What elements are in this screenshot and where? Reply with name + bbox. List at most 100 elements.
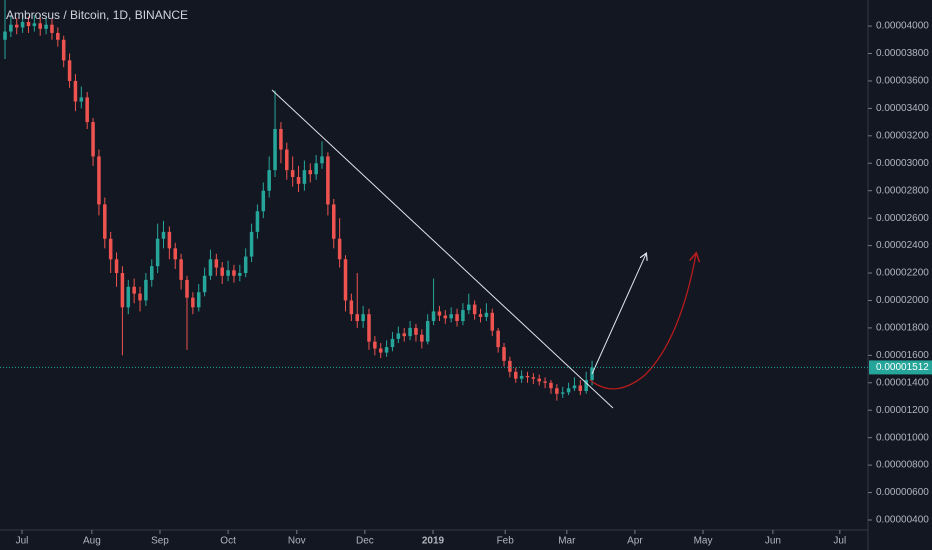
y-tick-label: 0.00001600 bbox=[876, 350, 929, 361]
candle-body bbox=[173, 248, 178, 260]
x-tick-label: Sep bbox=[151, 536, 169, 547]
x-tick-label: Dec bbox=[356, 536, 374, 547]
candle-body bbox=[285, 149, 289, 171]
x-tick-label: 2019 bbox=[422, 536, 445, 547]
candle-body bbox=[26, 21, 31, 27]
candle-body bbox=[390, 338, 395, 348]
candle-body bbox=[543, 381, 547, 383]
candle-body bbox=[261, 190, 266, 212]
candle-body bbox=[449, 314, 453, 319]
candle-body bbox=[414, 327, 418, 335]
candle-body bbox=[478, 314, 483, 317]
candle-body bbox=[185, 279, 189, 298]
y-tick-label: 0.00001800 bbox=[876, 323, 929, 334]
candle-body bbox=[302, 170, 307, 184]
candle-body bbox=[531, 377, 536, 379]
y-tick-label: 0.00000800 bbox=[876, 460, 929, 471]
candle-body bbox=[343, 259, 348, 301]
candle-body bbox=[149, 266, 154, 280]
candle-body bbox=[461, 310, 465, 322]
candle-body bbox=[279, 128, 283, 150]
candle-body bbox=[578, 385, 583, 392]
candle-body bbox=[232, 270, 236, 276]
x-tick-label: Jul bbox=[16, 536, 29, 547]
last-price-label: 0.00001512 bbox=[876, 362, 929, 373]
candle-body bbox=[32, 23, 37, 27]
candle-body bbox=[549, 382, 553, 389]
candle-body bbox=[337, 238, 342, 260]
candle-body bbox=[97, 156, 101, 205]
x-tick-label: Oct bbox=[220, 536, 236, 547]
y-tick-label: 0.00003600 bbox=[876, 76, 929, 87]
y-tick-label: 0.00003800 bbox=[876, 48, 929, 59]
candle-body bbox=[431, 311, 436, 322]
candle-body bbox=[502, 347, 506, 361]
candle-body bbox=[467, 304, 471, 311]
candle-body bbox=[243, 256, 248, 274]
candle-body bbox=[138, 293, 142, 301]
candle-body bbox=[44, 24, 48, 29]
x-tick-label: May bbox=[694, 536, 713, 547]
y-tick-label: 0.00003000 bbox=[876, 158, 929, 169]
candle-body bbox=[420, 334, 424, 342]
projection-arrow bbox=[591, 254, 646, 375]
candle-body bbox=[331, 204, 336, 239]
candle-body bbox=[20, 21, 25, 28]
chart-title: Ambrosus / Bitcoin, 1D, BINANCE bbox=[6, 8, 188, 22]
candle-body bbox=[50, 24, 54, 33]
candle-body bbox=[537, 378, 541, 382]
candle-body bbox=[584, 380, 588, 392]
candle-body bbox=[61, 39, 66, 61]
candle-body bbox=[103, 204, 107, 239]
y-tick-label: 0.00001400 bbox=[876, 377, 929, 388]
y-tick-label: 0.00003200 bbox=[876, 130, 929, 141]
candle-body bbox=[226, 270, 230, 276]
y-tick-label: 0.00000400 bbox=[876, 515, 929, 526]
y-tick-label: 0.00002800 bbox=[876, 185, 929, 196]
candle-body bbox=[144, 279, 148, 301]
y-tick-label: 0.00002600 bbox=[876, 213, 929, 224]
candle-body bbox=[108, 238, 113, 260]
candle-body bbox=[437, 311, 442, 316]
candle-body bbox=[85, 97, 89, 123]
candle-body bbox=[79, 97, 84, 102]
candle-body bbox=[191, 297, 195, 308]
plot-area bbox=[3, 0, 594, 401]
candle-body bbox=[132, 286, 136, 294]
y-tick-label: 0.00002400 bbox=[876, 240, 929, 251]
candle-body bbox=[220, 267, 224, 276]
y-tick-label: 0.00001000 bbox=[876, 432, 929, 443]
candle-body bbox=[455, 314, 459, 322]
x-tick-label: Apr bbox=[627, 536, 643, 547]
candle-body bbox=[396, 333, 401, 339]
projection-curve bbox=[589, 254, 696, 390]
candle-body bbox=[314, 163, 318, 175]
candle-body bbox=[120, 273, 125, 308]
candle-body bbox=[320, 156, 324, 164]
candle-body bbox=[355, 314, 360, 322]
candle-body bbox=[566, 388, 571, 393]
x-tick-label: Feb bbox=[497, 536, 515, 547]
candle-body bbox=[490, 312, 495, 331]
candle-body bbox=[91, 122, 95, 157]
candle-body bbox=[167, 231, 172, 249]
candle-body bbox=[155, 238, 160, 267]
x-tick-label: Nov bbox=[288, 536, 306, 547]
candle-body bbox=[14, 24, 19, 28]
candle-body bbox=[308, 170, 313, 175]
candle-body bbox=[408, 327, 412, 337]
candle-body bbox=[443, 315, 448, 319]
candle-body bbox=[67, 60, 72, 81]
candle-body bbox=[267, 170, 271, 191]
x-tick-label: Mar bbox=[558, 536, 576, 547]
x-tick-label: Jun bbox=[765, 536, 781, 547]
candle-body bbox=[519, 375, 524, 379]
candle-body bbox=[496, 330, 500, 348]
y-tick-label: 0.00000600 bbox=[876, 487, 929, 498]
candle-body bbox=[484, 312, 489, 317]
candle-body bbox=[126, 286, 131, 308]
candle-body bbox=[513, 371, 518, 379]
